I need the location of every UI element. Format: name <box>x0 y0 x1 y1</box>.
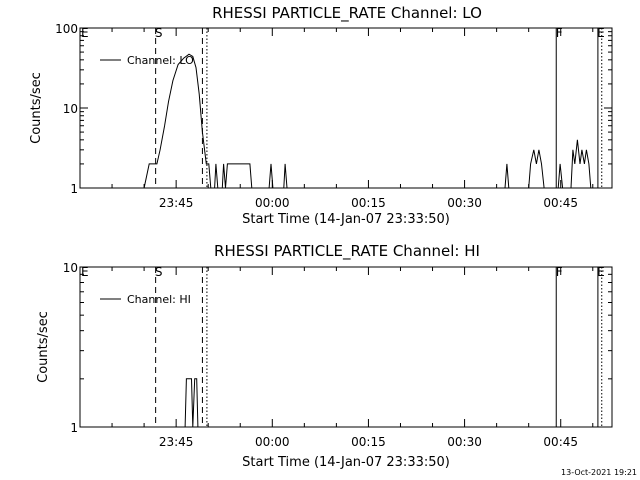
hi-marker-label: S <box>155 265 163 279</box>
hi-marker-label: E <box>81 265 89 279</box>
hi-y-tick-label: 10 <box>63 261 78 275</box>
lo-x-axis-label: Start Time (14-Jan-07 23:33:50) <box>242 212 450 227</box>
hi-legend-label: Channel: HI <box>127 293 191 306</box>
lo-channel-panel: RHESSI PARTICLE_RATE Channel: LO Counts/… <box>29 4 613 227</box>
hi-chart-title: RHESSI PARTICLE_RATE Channel: HI <box>214 242 480 261</box>
lo-x-tick-label: 00:30 <box>447 196 482 210</box>
hi-series-line <box>184 350 613 428</box>
lo-marker-label: F <box>556 26 563 40</box>
hi-x-axis-label: Start Time (14-Jan-07 23:33:50) <box>242 455 450 470</box>
hi-channel-panel: RHESSI PARTICLE_RATE Channel: HI Counts/… <box>36 242 613 470</box>
lo-x-tick-label: 23:45 <box>159 196 194 210</box>
lo-marker-label: E <box>81 26 89 40</box>
hi-x-tick-label: 00:30 <box>447 435 482 449</box>
hi-marker-label: E <box>597 265 605 279</box>
lo-x-tick-label: 00:00 <box>255 196 290 210</box>
hi-y-tick-label: 1 <box>70 421 78 435</box>
hi-marker-label: F <box>556 265 563 279</box>
lo-y-tick-label: 1 <box>70 182 78 196</box>
generation-timestamp: 13-Oct-2021 19:21 <box>561 468 637 477</box>
hi-x-tick-label: 00:00 <box>255 435 290 449</box>
lo-legend-label: Channel: LO <box>127 54 194 67</box>
hi-y-axis-label: Counts/sec <box>36 311 51 383</box>
lo-y-tick-label: 100 <box>55 22 78 36</box>
lo-y-axis-label: Counts/sec <box>29 72 44 144</box>
lo-y-tick-label: 10 <box>63 102 78 116</box>
lo-x-tick-label: 00:45 <box>543 196 578 210</box>
lo-chart-title: RHESSI PARTICLE_RATE Channel: LO <box>212 4 482 23</box>
lo-marker-label: S <box>155 26 163 40</box>
hi-x-tick-label: 00:15 <box>351 435 386 449</box>
lo-x-tick-label: 00:15 <box>351 196 386 210</box>
lo-marker-label: E <box>597 26 605 40</box>
lo-series-line <box>143 53 613 189</box>
hi-x-tick-label: 23:45 <box>159 435 194 449</box>
hi-x-tick-label: 00:45 <box>543 435 578 449</box>
